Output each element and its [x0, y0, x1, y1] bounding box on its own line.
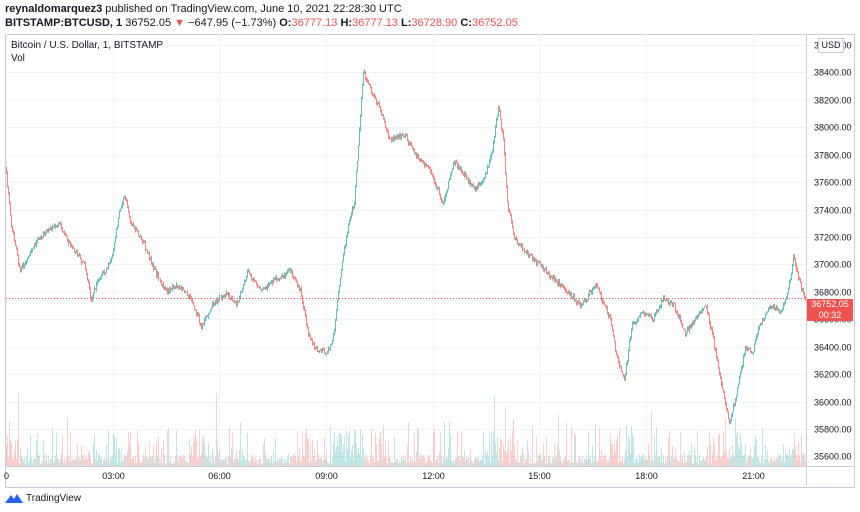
y-tick-label: 37400.00 — [814, 206, 852, 216]
volume-legend[interactable]: Vol — [11, 53, 25, 64]
y-tick-label: 36000.00 — [814, 398, 852, 408]
last-price-tag-value: 36752.05 — [811, 299, 849, 309]
close-value: 36752.05 — [471, 17, 518, 29]
y-tick-label: 37200.00 — [814, 233, 852, 243]
down-arrow-icon: ▼ — [174, 17, 186, 29]
chart-frame[interactable] — [5, 34, 855, 488]
y-tick-label: 38000.00 — [814, 123, 852, 133]
y-tick-label: 37000.00 — [814, 260, 852, 270]
y-tick-label: 35800.00 — [814, 425, 852, 435]
last-price: 36752.05 — [125, 17, 172, 29]
x-tick-label: 18:00 — [635, 471, 658, 481]
y-tick-label: 37800.00 — [814, 151, 852, 161]
ohlc-line: BITSTAMP:BTCUSD, 1 36752.05 ▼ −647.95 (−… — [5, 17, 518, 29]
chart-legend-title[interactable]: Bitcoin / U.S. Dollar, 1, BITSTAMP — [11, 40, 164, 51]
y-tick-label: 35600.00 — [814, 452, 852, 462]
y-tick-label: 36400.00 — [814, 343, 852, 353]
publish-line: reynaldomarquez3 published on TradingVie… — [5, 3, 402, 15]
y-tick-label: 36800.00 — [814, 288, 852, 298]
currency-button[interactable]: USD — [818, 38, 844, 53]
x-tick-label: 06:00 — [208, 471, 231, 481]
price-change: −647.95 (−1.73%) — [188, 17, 277, 29]
bar-countdown: 00:32 — [818, 310, 842, 320]
x-tick-label: 0 — [4, 471, 9, 481]
y-tick-label: 36200.00 — [814, 370, 852, 380]
last-price-tag: 36752.05 00:32 — [807, 299, 853, 321]
tradingview-logo-icon — [5, 494, 23, 503]
low-label: L: — [401, 17, 412, 29]
open-label: O: — [279, 17, 292, 29]
y-tick-label: 37600.00 — [814, 178, 852, 188]
low-value: 36728.90 — [411, 17, 458, 29]
high-value: 36777.13 — [352, 17, 398, 29]
close-label: C: — [460, 17, 472, 29]
open-value: 36777.13 — [291, 17, 338, 29]
y-tick-label: 38400.00 — [814, 68, 852, 78]
brand-name: TradingView — [26, 492, 82, 504]
footer-brand[interactable]: TradingView — [5, 492, 81, 504]
x-tick-label: 21:00 — [742, 471, 765, 481]
publisher-name[interactable]: reynaldomarquez3 — [5, 3, 103, 15]
high-label: H: — [340, 17, 353, 29]
symbol-label[interactable]: BITSTAMP:BTCUSD, 1 — [5, 17, 123, 29]
x-tick-label: 09:00 — [315, 471, 338, 481]
x-tick-label: 12:00 — [422, 471, 445, 481]
x-tick-label: 03:00 — [102, 471, 125, 481]
x-tick-label: 15:00 — [528, 471, 551, 481]
y-tick-label: 38200.00 — [814, 96, 852, 106]
publish-info: published on TradingView.com, June 10, 2… — [105, 3, 402, 15]
